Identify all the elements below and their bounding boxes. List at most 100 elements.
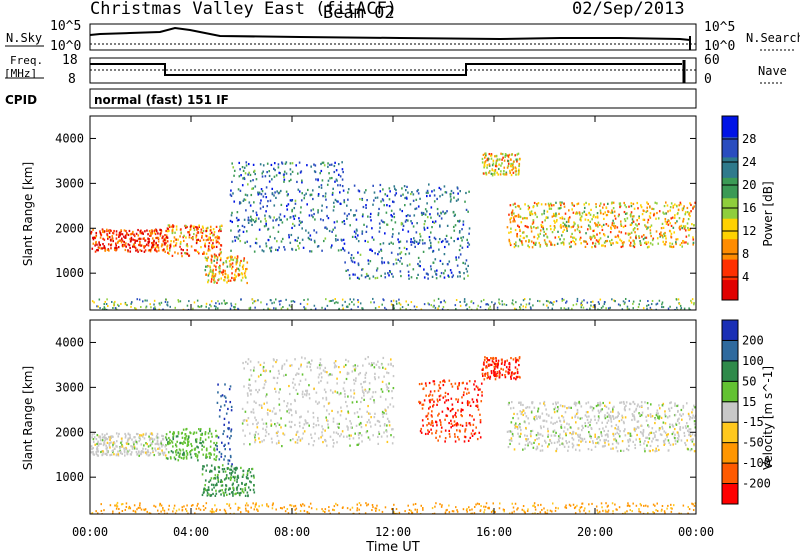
- velocity-cell: [484, 356, 486, 359]
- velocity-cell: [355, 377, 357, 380]
- power-cell: [601, 228, 604, 232]
- velocity-cell: [673, 427, 676, 431]
- power-cell: [222, 261, 225, 264]
- power-cell: [392, 263, 395, 266]
- power-cell: [612, 207, 615, 210]
- velocity-cell: [384, 367, 387, 370]
- power-cell: [171, 229, 174, 232]
- velocity-cell: [103, 435, 105, 439]
- power-cell: [500, 164, 502, 167]
- power-cell: [495, 154, 498, 158]
- power-cell: [114, 242, 117, 245]
- power-cell: [543, 209, 546, 212]
- velocity-cell: [372, 391, 374, 394]
- power-cell: [621, 245, 624, 248]
- power-cell: [481, 157, 484, 161]
- velocity-cell: [203, 488, 205, 491]
- power-cell: [164, 250, 166, 253]
- power-cell: [390, 241, 393, 244]
- velocity-cell: [615, 441, 618, 444]
- power-cell: [235, 236, 238, 239]
- power-cell: [298, 223, 301, 226]
- power-cell: [127, 233, 130, 237]
- velocity-cell: [471, 415, 473, 418]
- velocity-cell: [539, 402, 541, 405]
- velocity-cell: [227, 427, 229, 430]
- power-cell: [430, 304, 433, 307]
- power-cell: [277, 249, 279, 252]
- velocity-cell: [617, 428, 620, 431]
- velocity-cell: [485, 357, 488, 360]
- power-cell: [241, 265, 244, 268]
- power-cell: [509, 169, 511, 172]
- velocity-cell: [509, 442, 511, 446]
- power-cell: [137, 250, 139, 253]
- power-cell: [216, 258, 219, 261]
- power-cell: [538, 241, 541, 245]
- power-cell: [204, 265, 207, 268]
- power-cell: [219, 248, 222, 251]
- power-cell: [299, 221, 302, 224]
- velocity-cell: [426, 414, 429, 417]
- velocity-cell: [463, 391, 465, 394]
- velocity-cell: [621, 416, 624, 419]
- power-cell: [672, 206, 675, 209]
- velocity-cell: [438, 395, 441, 398]
- power-cell: [622, 243, 624, 246]
- velocity-cell: [548, 414, 550, 417]
- velocity-cell: [591, 406, 593, 409]
- power-cell: [311, 189, 314, 192]
- power-cell: [233, 305, 235, 308]
- power-cell: [548, 205, 551, 208]
- velocity-cell: [647, 441, 650, 444]
- power-cell: [447, 274, 450, 277]
- power-cell: [332, 187, 334, 190]
- velocity-cell: [263, 439, 265, 442]
- power-cell: [288, 179, 291, 183]
- velocity-cell: [351, 370, 354, 373]
- velocity-cell: [437, 389, 440, 392]
- power-cell: [210, 244, 213, 247]
- velocity-cell: [687, 448, 689, 451]
- velocity-cell: [206, 491, 209, 494]
- velocity-cell: [648, 425, 650, 428]
- power-cell: [546, 304, 548, 307]
- power-cell: [406, 197, 408, 200]
- power-cell: [235, 275, 238, 278]
- power-cell: [252, 302, 254, 305]
- power-cell: [546, 244, 548, 247]
- power-cell: [211, 276, 213, 279]
- velocity-cell: [553, 429, 556, 432]
- velocity-cell: [430, 423, 432, 426]
- velocity-cell: [215, 456, 218, 459]
- velocity-cell: [445, 399, 448, 402]
- power-cell: [567, 308, 569, 310]
- power-cell: [392, 304, 395, 307]
- power-cell: [104, 249, 106, 252]
- velocity-cell: [249, 432, 251, 435]
- power-cell: [399, 252, 401, 255]
- power-cell: [214, 256, 216, 259]
- velocity-cell: [595, 421, 598, 425]
- power-cell: [118, 304, 120, 307]
- power-cell: [114, 300, 116, 303]
- power-cell: [342, 238, 345, 241]
- power-cell: [522, 308, 524, 310]
- velocity-cell: [578, 439, 580, 442]
- velocity-cell: [449, 409, 452, 413]
- velocity-cell: [157, 451, 160, 454]
- velocity-cell: [205, 456, 207, 459]
- velocity-cell: [604, 417, 607, 420]
- velocity-cell: [693, 450, 696, 453]
- power-cell: [398, 232, 400, 235]
- velocity-cell: [563, 430, 565, 433]
- power-cell: [407, 230, 410, 233]
- power-cell: [266, 204, 269, 208]
- power-cell: [252, 163, 255, 166]
- power-cell: [350, 253, 353, 257]
- power-cell: [94, 235, 97, 239]
- velocity-cell: [278, 423, 281, 426]
- power-cell: [464, 200, 466, 203]
- velocity-cell: [515, 361, 517, 364]
- power-cell: [321, 179, 324, 182]
